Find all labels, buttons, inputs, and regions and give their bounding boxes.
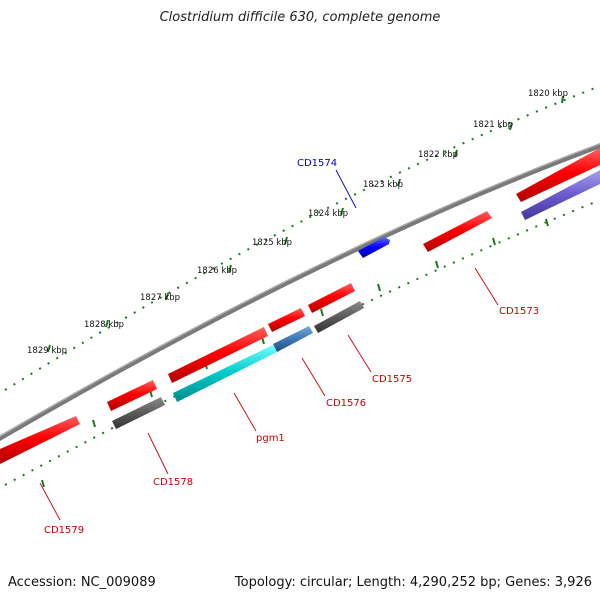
scale-label-1822: 1822 kbp — [418, 150, 458, 160]
scale-label-1821: 1821 kbp — [473, 120, 513, 130]
genome-title: Clostridium difficile 630, complete geno… — [159, 10, 441, 25]
scale-label-1825: 1825 kbp — [252, 238, 292, 248]
gene-cd1578[interactable] — [112, 397, 165, 429]
gene-cd1575-red[interactable] — [308, 283, 355, 313]
gene-label-cd1574[interactable]: CD1574 — [297, 158, 337, 169]
gene-cd1573-partial[interactable] — [516, 148, 600, 202]
gene-label-cd1576[interactable]: CD1576 — [326, 398, 366, 409]
gene-cd1575[interactable] — [314, 301, 364, 333]
gene-label-cd1579[interactable]: CD1579 — [44, 525, 84, 536]
gene-label-pgm1[interactable]: pgm1 — [256, 433, 285, 444]
leader-cd1574 — [335, 169, 357, 209]
gene-cd1578-red[interactable] — [107, 380, 157, 411]
leader-cd1576 — [301, 357, 326, 397]
scale-label-1827: 1827 kbp — [140, 293, 180, 303]
scale-label-1829: 1829 kbp — [27, 346, 67, 356]
gene-label-cd1578[interactable]: CD1578 — [153, 477, 193, 488]
gene-cd1579[interactable] — [0, 416, 80, 464]
leader-pgm1 — [233, 392, 257, 432]
gene-cd1574[interactable] — [358, 237, 390, 258]
outer-scale-track — [4, 87, 596, 391]
scale-label-1823: 1823 kbp — [363, 180, 403, 190]
gene-label-cd1573[interactable]: CD1573 — [499, 306, 539, 317]
inner-major-ticks — [41, 218, 549, 488]
gene-cd1576[interactable] — [273, 326, 313, 352]
scale-label-1820: 1820 kbp — [528, 89, 568, 99]
scale-label-1824: 1824 kbp — [308, 209, 348, 219]
accession-label: Accession: NC_009089 — [8, 575, 156, 590]
gene-purple-partial[interactable] — [521, 170, 600, 220]
inner-scale-track — [4, 199, 600, 486]
leader-cd1575 — [347, 334, 372, 373]
gene-pgm1[interactable] — [173, 345, 277, 402]
leader-cd1573 — [474, 267, 499, 306]
gene-cd1576-red[interactable] — [268, 308, 305, 332]
genome-backbone-highlight — [0, 143, 600, 437]
topology-label: Topology: circular; Length: 4,290,252 bp… — [234, 575, 592, 590]
scale-label-1826: 1826 kbp — [197, 266, 237, 276]
scale-label-1828: 1828 kbp — [84, 320, 124, 330]
leader-cd1578 — [147, 432, 169, 475]
gene-cd1573[interactable] — [423, 211, 492, 252]
outer-major-ticks — [47, 95, 564, 353]
leader-cd1579 — [39, 482, 61, 521]
gene-pgm1-red[interactable] — [168, 327, 268, 383]
gene-label-cd1575[interactable]: CD1575 — [372, 374, 412, 385]
genome-backbone — [0, 143, 600, 442]
